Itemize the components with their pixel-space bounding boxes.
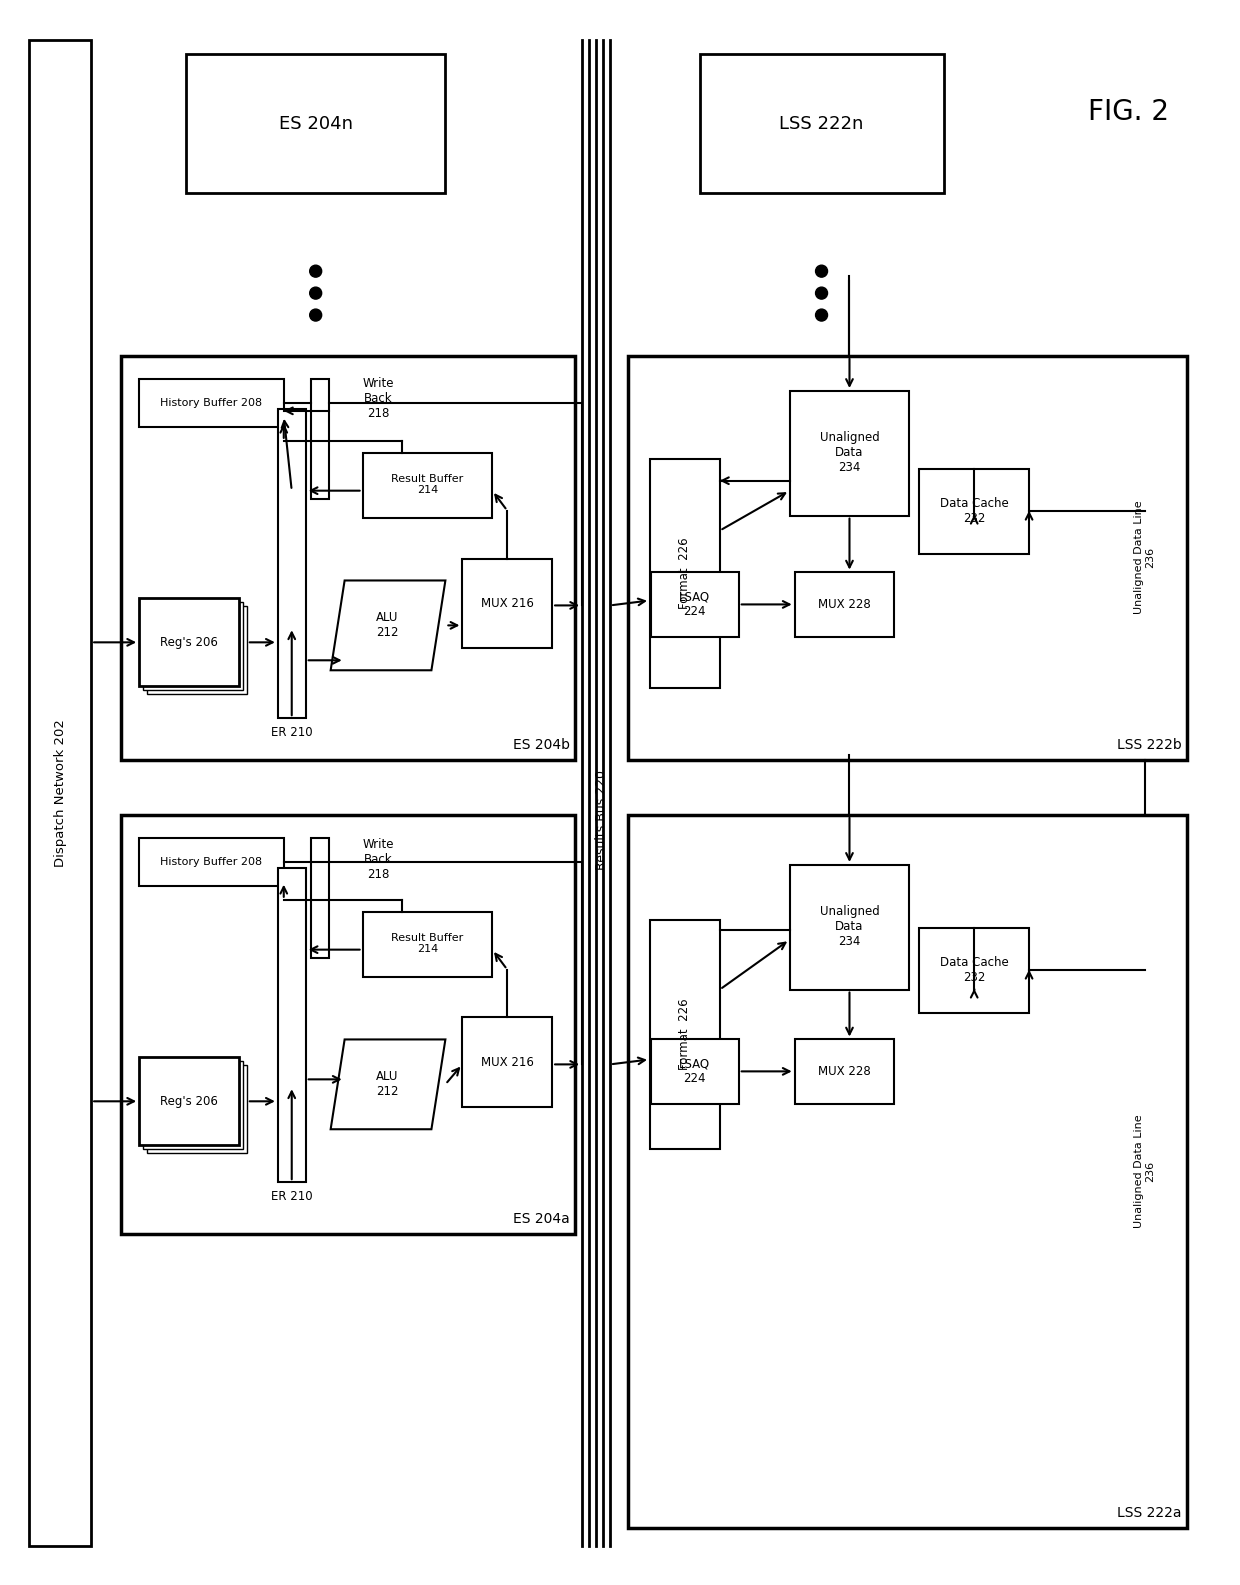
Circle shape xyxy=(310,287,321,300)
Text: Unaligned
Data
234: Unaligned Data 234 xyxy=(820,905,879,948)
Bar xyxy=(278,409,306,718)
Circle shape xyxy=(816,309,827,322)
Text: MUX 228: MUX 228 xyxy=(818,1065,870,1078)
Text: ER 210: ER 210 xyxy=(270,726,312,739)
Text: MUX 216: MUX 216 xyxy=(481,1056,533,1068)
Bar xyxy=(148,607,247,694)
Bar xyxy=(651,1040,739,1105)
Bar xyxy=(795,572,894,637)
Text: Write
Back
218: Write Back 218 xyxy=(363,838,394,881)
Bar xyxy=(699,54,945,193)
Polygon shape xyxy=(331,580,445,670)
Bar xyxy=(139,1057,239,1146)
Text: Unaligned
Data
234: Unaligned Data 234 xyxy=(820,431,879,474)
Bar xyxy=(627,815,1187,1528)
Text: History Buffer 208: History Buffer 208 xyxy=(160,857,262,867)
Bar xyxy=(139,599,239,686)
Polygon shape xyxy=(331,1040,445,1129)
Bar xyxy=(627,357,1187,761)
Text: Results Bus 220: Results Bus 220 xyxy=(594,770,608,870)
Bar xyxy=(362,911,492,976)
Bar xyxy=(186,54,445,193)
Bar xyxy=(311,838,329,957)
Bar xyxy=(463,558,552,648)
Bar xyxy=(311,379,329,499)
Circle shape xyxy=(310,265,321,277)
Text: Reg's 206: Reg's 206 xyxy=(160,636,218,648)
Text: Data Cache
232: Data Cache 232 xyxy=(940,496,1008,525)
Text: Reg's 206: Reg's 206 xyxy=(160,1095,218,1108)
Bar xyxy=(143,1062,243,1149)
Bar xyxy=(790,391,909,515)
Bar xyxy=(650,458,719,688)
Bar xyxy=(650,919,719,1149)
Text: LSS 222a: LSS 222a xyxy=(1117,1506,1182,1520)
Text: Result Buffer
214: Result Buffer 214 xyxy=(392,474,464,496)
Bar xyxy=(30,40,92,1547)
Bar xyxy=(148,1065,247,1154)
Text: MUX 216: MUX 216 xyxy=(481,598,533,610)
Text: Result Buffer
214: Result Buffer 214 xyxy=(392,934,464,954)
Text: Write
Back
218: Write Back 218 xyxy=(363,377,394,420)
Bar xyxy=(463,1018,552,1108)
Bar xyxy=(278,869,306,1182)
Text: FIG. 2: FIG. 2 xyxy=(1089,98,1169,125)
Text: Data Cache
232: Data Cache 232 xyxy=(940,956,1008,984)
Circle shape xyxy=(310,309,321,322)
Bar xyxy=(139,379,284,426)
Bar xyxy=(362,453,492,518)
Circle shape xyxy=(816,287,827,300)
Text: MUX 228: MUX 228 xyxy=(818,598,870,610)
Bar xyxy=(143,602,243,689)
Text: Unaligned Data Line
236: Unaligned Data Line 236 xyxy=(1135,1114,1156,1228)
Bar xyxy=(795,1040,894,1105)
Text: ALU
212: ALU 212 xyxy=(376,612,399,639)
Text: Format  226: Format 226 xyxy=(678,999,692,1070)
Text: LSS 222n: LSS 222n xyxy=(780,114,864,133)
Text: LSS 222b: LSS 222b xyxy=(1117,739,1182,753)
Bar xyxy=(919,469,1029,553)
Text: ES 204a: ES 204a xyxy=(513,1213,570,1227)
Text: ER 210: ER 210 xyxy=(270,1190,312,1203)
Bar xyxy=(919,927,1029,1013)
Text: LSAQ
224: LSAQ 224 xyxy=(680,591,711,618)
Text: Format  226: Format 226 xyxy=(678,537,692,609)
Bar xyxy=(122,357,575,761)
Circle shape xyxy=(816,265,827,277)
Text: LSAQ
224: LSAQ 224 xyxy=(680,1057,711,1086)
Text: ES 204n: ES 204n xyxy=(279,114,352,133)
Bar xyxy=(122,815,575,1235)
Text: ALU
212: ALU 212 xyxy=(376,1070,399,1098)
Bar xyxy=(651,572,739,637)
Text: Dispatch Network 202: Dispatch Network 202 xyxy=(53,720,67,867)
Text: ES 204b: ES 204b xyxy=(513,739,570,753)
Text: Unaligned Data Line
236: Unaligned Data Line 236 xyxy=(1135,501,1156,615)
Text: History Buffer 208: History Buffer 208 xyxy=(160,398,262,407)
Bar xyxy=(139,838,284,886)
Bar xyxy=(790,865,909,989)
